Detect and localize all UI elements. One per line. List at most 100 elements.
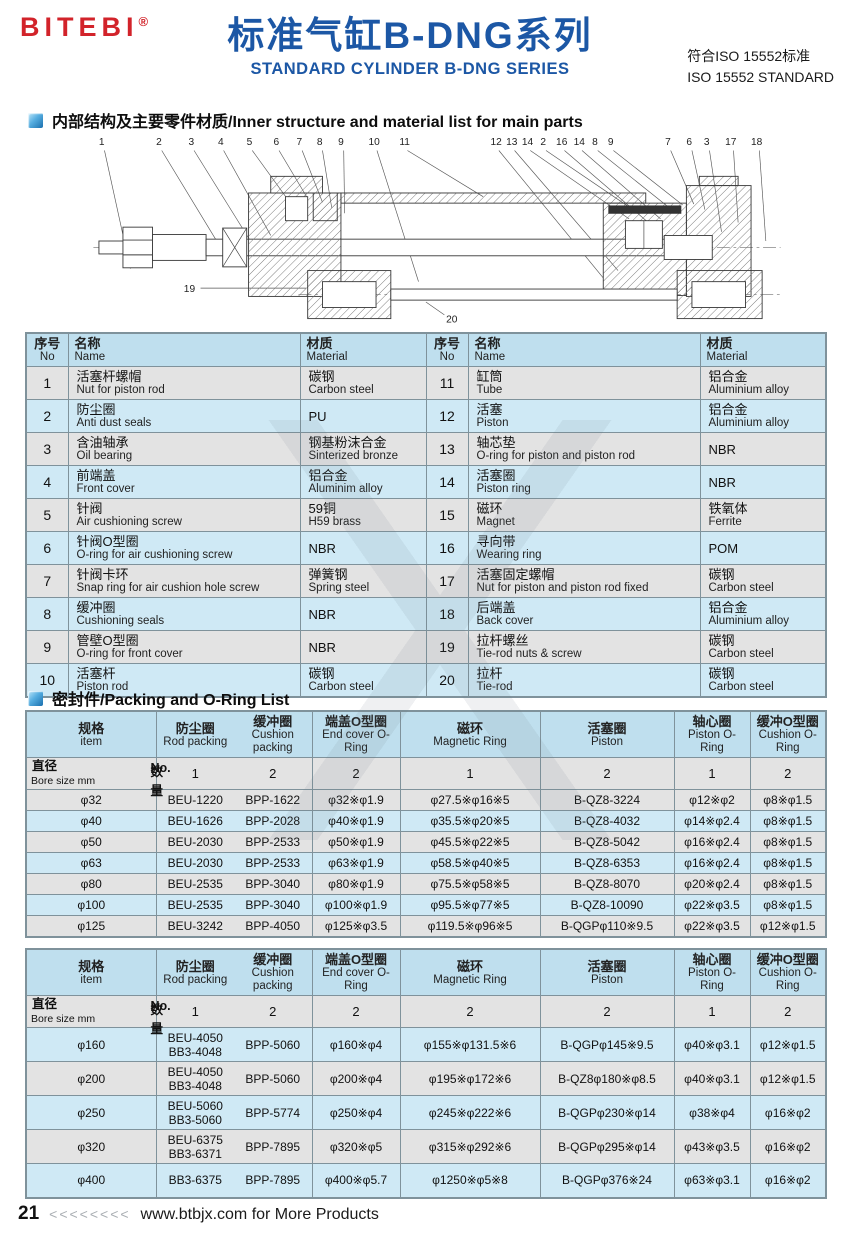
parts-table-row: 8 缓冲圈 Cushioning seals NBR 18 后端盖 Back cov… <box>25 597 827 631</box>
qty-cushion-oring: 2 <box>749 995 827 1028</box>
cell-cushion-packing: BPP-5060 <box>234 1027 313 1062</box>
part-name-en: Piston rod <box>76 681 129 693</box>
qty-cushion-packing: 2 <box>234 757 313 790</box>
part-name-cn: 活塞杆螺帽 <box>76 369 142 384</box>
col-magnetic-ring: 磁环 Magnetic Ring <box>399 948 541 996</box>
seal-row: φ32 BEU-1220 BPP-1622 φ32※φ1.9 φ27.5※φ16… <box>25 789 827 811</box>
parts-table-row: 7 针阀卡环 Snap ring for air cushion hole scr… <box>25 564 827 598</box>
iso-standard-note: 符合ISO 15552标准 ISO 15552 STANDARD <box>687 46 834 88</box>
part-name: 活塞固定螺帽 Nut for piston and piston rod fixe… <box>467 564 701 598</box>
part-name-en: Nut for piston and piston rod fixed <box>476 582 649 594</box>
cell-piston: B-QGPφ145※9.5 <box>539 1027 675 1062</box>
cell-magnetic-ring: φ58.5※φ40※5 <box>399 852 541 874</box>
diagonal-header-cell: 数量 No. 直径 Bore size mm <box>25 757 171 798</box>
registered-mark-icon: ® <box>138 14 149 29</box>
cell-cushion-oring: φ8※φ1.5 <box>749 894 827 916</box>
seal-row: φ63 BEU-2030 BPP-2533 φ63※φ1.9 φ58.5※φ40… <box>25 852 827 874</box>
seal-row: φ100 BEU-2535 BPP-3040 φ100※φ1.9 φ95.5※φ… <box>25 894 827 916</box>
part-material-cn: 碳钢 <box>708 567 735 582</box>
part-material-cn: 铝合金 <box>708 600 748 615</box>
cylinder-drawing-svg: 1 2 3 4 5 6 7 8 9 10 11 12 13 14 2 16 14… <box>93 137 781 325</box>
part-material-en: Carbon steel <box>708 582 774 594</box>
part-material-cn: 铝合金 <box>708 402 748 417</box>
section-bullet-icon <box>28 690 43 706</box>
part-label: 8 <box>317 137 323 148</box>
seal-row: φ320 BEU-6375 BB3-6371 BPP-7895 φ320※φ5 φ… <box>25 1129 827 1164</box>
part-name: 磁环 Magnet <box>467 498 701 532</box>
cell-piston-oring: φ63※φ3.1 <box>673 1163 751 1198</box>
cell-end-cover-oring: φ80※φ1.9 <box>311 873 401 895</box>
cell-magnetic-ring: φ45.5※φ22※5 <box>399 831 541 853</box>
quantity-row: 数量 No. 直径 Bore size mm 1 2 2 2 2 1 2 <box>25 995 827 1036</box>
part-material-en: Carbon steel <box>308 384 374 396</box>
cell-magnetic-ring: φ195※φ172※6 <box>399 1061 541 1096</box>
part-no: 15 <box>425 498 469 532</box>
cell-end-cover-oring: φ40※φ1.9 <box>311 810 401 832</box>
part-name-en: Anti dust seals <box>76 417 152 429</box>
part-label: 11 <box>399 137 410 148</box>
col-name-right: 名称 Name <box>467 332 701 367</box>
parts-table-row: 5 针阀 Air cushioning screw 59铜 H59 brass 15… <box>25 498 827 532</box>
part-no: 11 <box>425 366 469 400</box>
part-label: 7 <box>297 137 303 148</box>
part-name: 前端盖 Front cover <box>67 465 301 499</box>
part-material: 钢基粉沫合金 Sinterized bronze <box>299 432 427 466</box>
part-no: 13 <box>425 432 469 466</box>
section-packing-list-title: 密封件/Packing and O-Ring List <box>52 692 290 709</box>
seal-row: φ80 BEU-2535 BPP-3040 φ80※φ1.9 φ75.5※φ58… <box>25 873 827 895</box>
part-no: 8 <box>25 597 69 631</box>
cell-piston: B-QZ8-4032 <box>539 810 675 832</box>
cell-rod-packing: BEU-2535 <box>155 873 234 895</box>
section-inner-structure: 内部结构及主要零件材质/Inner structure and material… <box>28 108 583 132</box>
part-name-cn: 寻向带 <box>476 534 516 549</box>
part-material: NBR <box>699 465 827 499</box>
part-name: 活塞杆螺帽 Nut for piston rod <box>67 366 301 400</box>
cell-end-cover-oring: φ160※φ4 <box>311 1027 401 1062</box>
part-no: 6 <box>25 531 69 565</box>
part-no: 17 <box>425 564 469 598</box>
cell-rod-packing: BEU-2535 <box>155 894 234 916</box>
cell-piston: B-QGPφ110※9.5 <box>539 915 675 937</box>
part-name-cn: 拉杆 <box>476 666 503 681</box>
part-material: 碳钢 Carbon steel <box>699 630 827 664</box>
cell-end-cover-oring: φ63※φ1.9 <box>311 852 401 874</box>
part-no: 5 <box>25 498 69 532</box>
section-inner-structure-title: 内部结构及主要零件材质/Inner structure and material… <box>52 114 583 131</box>
part-name-cn: 轴芯垫 <box>476 435 516 450</box>
part-material: 铝合金 Aluminium alloy <box>699 597 827 631</box>
part-material: NBR <box>699 432 827 466</box>
part-label: 9 <box>338 137 344 148</box>
cell-piston-oring: φ16※φ2.4 <box>673 852 751 874</box>
cell-bore: φ40 <box>25 810 157 832</box>
cell-end-cover-oring: φ100※φ1.9 <box>311 894 401 916</box>
part-material-en: H59 brass <box>308 516 361 528</box>
part-material-cn: 碳钢 <box>708 633 735 648</box>
part-label: 7 <box>665 137 671 148</box>
part-name-cn: 针阀 <box>76 501 103 516</box>
cell-cushion-packing: BPP-1622 <box>234 789 313 811</box>
part-name: 轴芯垫 O-ring for piston and piston rod <box>467 432 701 466</box>
part-no: 3 <box>25 432 69 466</box>
page-title-en: STANDARD CYLINDER B-DNG SERIES <box>250 59 570 78</box>
cell-rod-packing: BEU-1626 <box>155 810 234 832</box>
col-cushion-packing: 缓冲圈 Cushion packing <box>234 948 313 996</box>
part-name-en: Piston <box>476 417 509 429</box>
cell-cushion-oring: φ12※φ1.5 <box>749 1027 827 1062</box>
part-material: 铝合金 Aluminium alloy <box>699 399 827 433</box>
part-name-en: Front cover <box>76 483 135 495</box>
cell-piston-oring: φ38※φ4 <box>673 1095 751 1130</box>
part-name-en: Magnet <box>476 516 515 528</box>
cell-cushion-oring: φ8※φ1.5 <box>749 852 827 874</box>
part-material: 铝合金 Aluminim alloy <box>299 465 427 499</box>
part-name-en: Nut for piston rod <box>76 384 165 396</box>
parts-table-row: 6 针阀O型圈 O-ring for air cushioning screw N… <box>25 531 827 565</box>
cell-bore: φ400 <box>25 1163 157 1198</box>
part-name-en: Air cushioning screw <box>76 516 182 528</box>
qty-piston: 2 <box>539 757 675 790</box>
part-name-en: O-ring for air cushioning screw <box>76 549 233 561</box>
col-magnetic-ring: 磁环 Magnetic Ring <box>399 710 541 758</box>
cell-piston-oring: φ22※φ3.5 <box>673 915 751 937</box>
parts-table-header-row: 序号 No 名称 Name 材质 Material 序号 No 名称 Name 材质 Mat… <box>25 332 827 367</box>
diagonal-header-cell: 数量 No. 直径 Bore size mm <box>25 995 171 1036</box>
cell-piston: B-QGPφ376※24 <box>539 1163 675 1198</box>
